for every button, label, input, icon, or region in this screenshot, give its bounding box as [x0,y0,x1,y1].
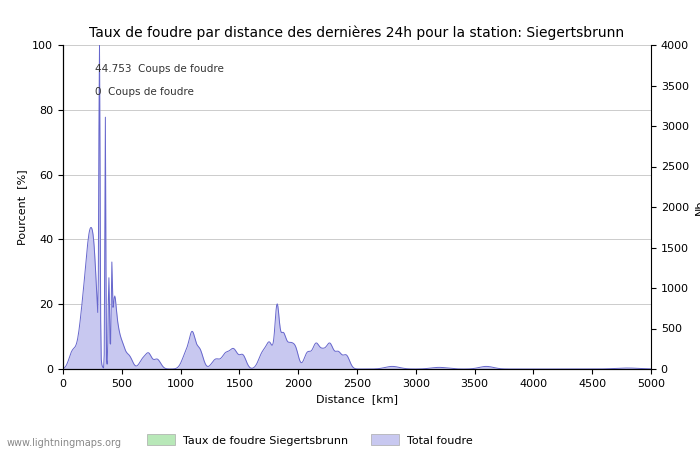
Title: Taux de foudre par distance des dernières 24h pour la station: Siegertsbrunn: Taux de foudre par distance des dernière… [90,25,624,40]
X-axis label: Distance  [km]: Distance [km] [316,394,398,404]
Y-axis label: Nb: Nb [694,199,700,215]
Text: 44.753  Coups de foudre: 44.753 Coups de foudre [95,64,224,74]
Y-axis label: Pourcent  [%]: Pourcent [%] [17,169,27,245]
Text: 0  Coups de foudre: 0 Coups de foudre [95,87,194,97]
Text: www.lightningmaps.org: www.lightningmaps.org [7,438,122,448]
Legend: Taux de foudre Siegertsbrunn, Total foudre: Taux de foudre Siegertsbrunn, Total foud… [142,430,477,450]
